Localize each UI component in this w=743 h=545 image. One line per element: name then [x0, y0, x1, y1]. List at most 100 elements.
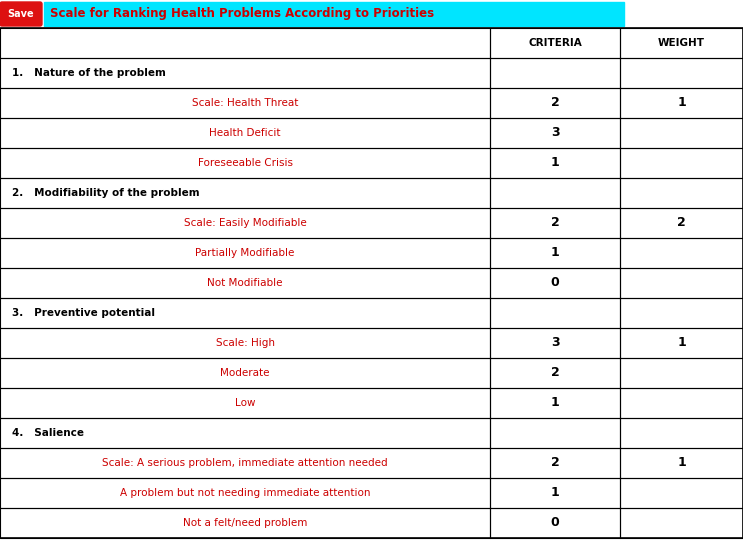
- Text: 4.   Salience: 4. Salience: [12, 428, 84, 438]
- Bar: [620, 208, 743, 238]
- Bar: [490, 298, 620, 328]
- Text: Scale: A serious problem, immediate attention needed: Scale: A serious problem, immediate atte…: [103, 458, 388, 468]
- Bar: [490, 358, 620, 388]
- Text: Scale: High: Scale: High: [215, 338, 274, 348]
- Bar: [490, 238, 620, 268]
- Bar: [0, 388, 490, 418]
- Bar: [0, 238, 490, 268]
- Bar: [0, 298, 490, 328]
- Bar: [0, 88, 490, 118]
- Bar: [0, 148, 490, 178]
- Text: 1: 1: [551, 397, 559, 409]
- Text: Scale for Ranking Health Problems According to Priorities: Scale for Ranking Health Problems Accord…: [50, 8, 434, 21]
- Bar: [490, 28, 620, 58]
- Bar: [490, 88, 620, 118]
- Bar: [620, 268, 743, 298]
- Bar: [620, 28, 743, 58]
- Bar: [490, 118, 620, 148]
- Text: 2: 2: [551, 96, 559, 110]
- Bar: [490, 58, 620, 88]
- Bar: [620, 118, 743, 148]
- Text: 1: 1: [677, 96, 686, 110]
- Bar: [620, 208, 743, 238]
- Bar: [620, 148, 743, 178]
- Bar: [620, 478, 743, 508]
- Bar: [0, 298, 490, 328]
- Bar: [0, 418, 490, 448]
- Bar: [0, 58, 490, 88]
- Bar: [0, 28, 490, 58]
- Bar: [490, 208, 620, 238]
- Bar: [0, 508, 490, 538]
- Text: A problem but not needing immediate attention: A problem but not needing immediate atte…: [120, 488, 370, 498]
- Text: 1.   Nature of the problem: 1. Nature of the problem: [12, 68, 166, 78]
- Bar: [620, 418, 743, 448]
- Text: 2.   Modifiability of the problem: 2. Modifiability of the problem: [12, 188, 200, 198]
- Bar: [490, 448, 620, 478]
- Bar: [490, 178, 620, 208]
- Bar: [490, 58, 620, 88]
- Bar: [0, 358, 490, 388]
- Text: Health Deficit: Health Deficit: [210, 128, 281, 138]
- Bar: [0, 28, 490, 58]
- Bar: [0, 238, 490, 268]
- Bar: [620, 328, 743, 358]
- Bar: [490, 268, 620, 298]
- Bar: [620, 148, 743, 178]
- Bar: [0, 178, 490, 208]
- Text: 1: 1: [677, 457, 686, 469]
- Bar: [0, 448, 490, 478]
- Bar: [490, 478, 620, 508]
- Bar: [620, 178, 743, 208]
- Bar: [490, 178, 620, 208]
- Bar: [490, 448, 620, 478]
- Text: Low: Low: [235, 398, 256, 408]
- Text: 1: 1: [551, 156, 559, 169]
- Bar: [620, 238, 743, 268]
- Bar: [620, 508, 743, 538]
- Bar: [620, 508, 743, 538]
- Bar: [0, 208, 490, 238]
- Bar: [490, 238, 620, 268]
- Bar: [0, 88, 490, 118]
- Bar: [620, 268, 743, 298]
- Text: 2: 2: [551, 366, 559, 379]
- Bar: [620, 358, 743, 388]
- Text: Save: Save: [7, 9, 34, 19]
- Bar: [490, 148, 620, 178]
- Bar: [620, 88, 743, 118]
- Bar: [490, 418, 620, 448]
- Text: 3: 3: [551, 126, 559, 140]
- Bar: [620, 478, 743, 508]
- Bar: [490, 388, 620, 418]
- Bar: [0, 268, 490, 298]
- Text: Not a felt/need problem: Not a felt/need problem: [183, 518, 307, 528]
- Text: 1: 1: [551, 246, 559, 259]
- Bar: [0, 208, 490, 238]
- Bar: [0, 118, 490, 148]
- Bar: [490, 418, 620, 448]
- Text: 0: 0: [551, 276, 559, 289]
- Text: Moderate: Moderate: [220, 368, 270, 378]
- Bar: [620, 28, 743, 58]
- Bar: [490, 508, 620, 538]
- Text: Foreseeable Crisis: Foreseeable Crisis: [198, 158, 293, 168]
- Bar: [0, 328, 490, 358]
- Bar: [620, 88, 743, 118]
- Bar: [620, 448, 743, 478]
- Bar: [0, 448, 490, 478]
- Text: 3.   Preventive potential: 3. Preventive potential: [12, 308, 155, 318]
- Bar: [0, 328, 490, 358]
- Text: 1: 1: [677, 336, 686, 349]
- Bar: [490, 268, 620, 298]
- FancyBboxPatch shape: [0, 2, 42, 26]
- Bar: [0, 178, 490, 208]
- Bar: [620, 418, 743, 448]
- Bar: [0, 118, 490, 148]
- Bar: [490, 148, 620, 178]
- Bar: [0, 148, 490, 178]
- Text: Not Modifiable: Not Modifiable: [207, 278, 283, 288]
- Text: Scale: Health Threat: Scale: Health Threat: [192, 98, 298, 108]
- Text: Partially Modifiable: Partially Modifiable: [195, 248, 295, 258]
- Text: 0: 0: [551, 517, 559, 530]
